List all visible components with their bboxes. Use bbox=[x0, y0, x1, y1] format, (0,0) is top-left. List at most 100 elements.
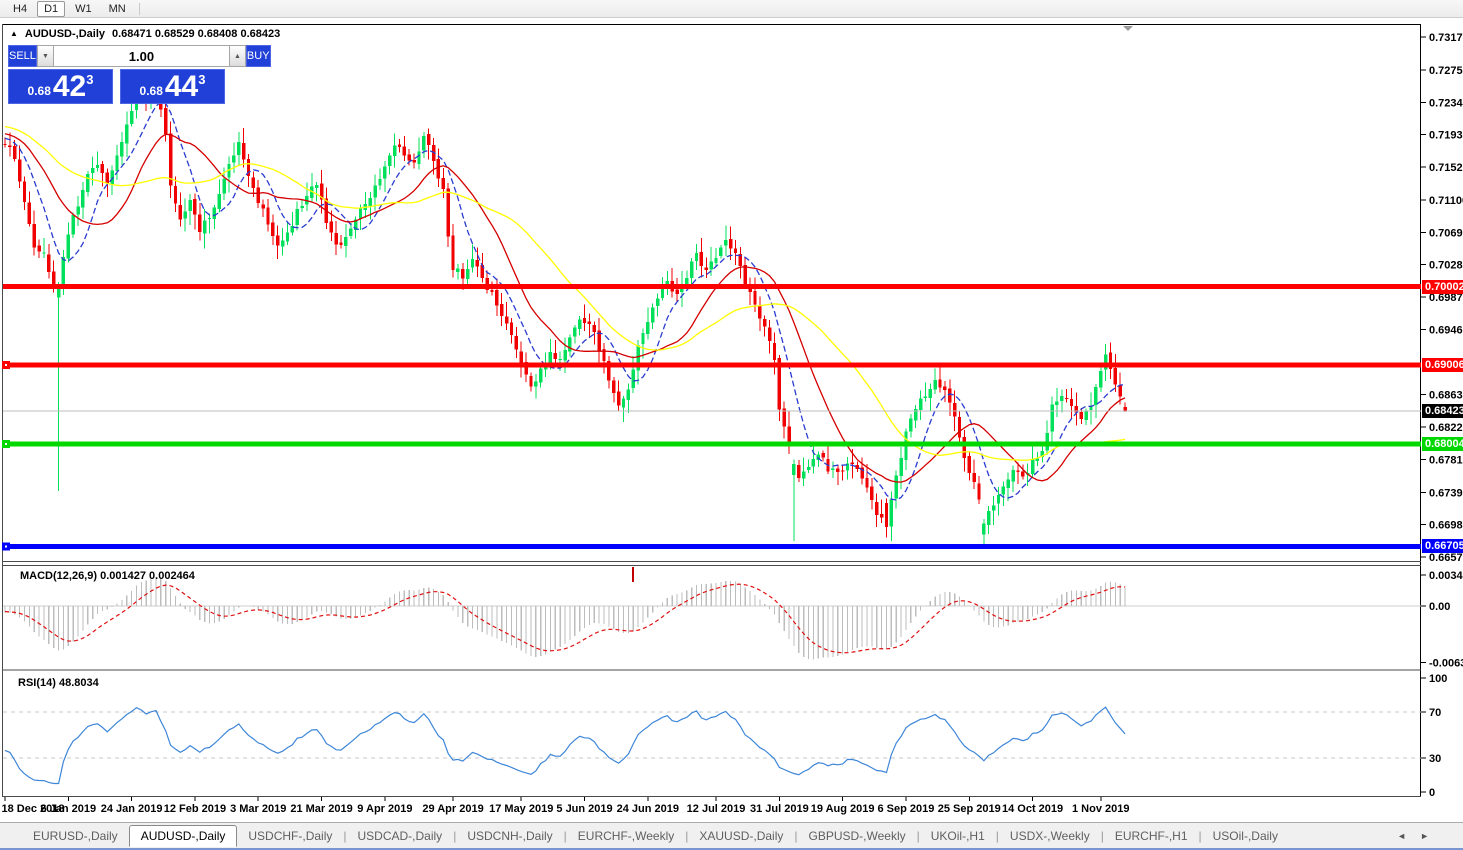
timeframe-button-mn[interactable]: MN bbox=[108, 2, 126, 15]
candle-body bbox=[987, 511, 991, 526]
candle-body bbox=[1094, 386, 1098, 406]
candlesticks bbox=[3, 80, 1127, 546]
buy-price-big: 44 bbox=[164, 70, 199, 103]
candle-body bbox=[451, 235, 455, 271]
sell-button[interactable]: SELL bbox=[8, 45, 37, 67]
chart-tab-eurchf-weekly[interactable]: EURCHF-,Weekly bbox=[577, 828, 675, 843]
candle-body bbox=[879, 514, 884, 518]
rsi-name: RSI(14) bbox=[18, 677, 56, 689]
date-axis-label: 9 Apr 2019 bbox=[357, 803, 412, 815]
candle-body bbox=[344, 236, 348, 246]
buy-button[interactable]: BUY bbox=[245, 45, 271, 67]
chart-symbol-title: AUDUSD-,Daily bbox=[24, 28, 105, 40]
candle-body bbox=[831, 468, 835, 470]
chart-tab-audusd-daily[interactable]: AUDUSD-,Daily bbox=[128, 824, 238, 847]
volume-increase-icon[interactable]: ▲ bbox=[228, 45, 246, 67]
chart-tab-usdchf-daily[interactable]: USDCHF-,Daily bbox=[248, 828, 333, 843]
candle-body bbox=[1118, 384, 1122, 397]
candle-body bbox=[490, 290, 494, 292]
candle-body bbox=[173, 185, 178, 204]
chart-tab-ukoil-h1[interactable]: UKOil-,H1 bbox=[930, 828, 985, 843]
level-line-handle-dot bbox=[5, 364, 7, 367]
candle-body bbox=[105, 172, 109, 184]
ma-line-17 bbox=[4, 133, 1126, 483]
candle-body bbox=[314, 185, 319, 189]
candle-body bbox=[81, 190, 85, 208]
candle-body bbox=[918, 398, 923, 410]
buy-price-prefix: 0.68 bbox=[139, 84, 163, 98]
candle-body bbox=[422, 135, 426, 151]
candle-body bbox=[738, 253, 743, 266]
timeframe-toolbar: H4 D1 W1 MN bbox=[0, 0, 1463, 18]
date-axis-label: 25 Sep 2019 bbox=[938, 803, 1001, 815]
volume-decrease-icon[interactable]: ▼ bbox=[36, 45, 54, 67]
candle-body bbox=[977, 483, 981, 500]
candle-body bbox=[811, 459, 816, 467]
chart-tab-usdcnh-daily[interactable]: USDCNH-,Daily bbox=[467, 828, 553, 843]
chart-tab-usdx-weekly[interactable]: USDX-,Weekly bbox=[1009, 828, 1090, 843]
volume-input[interactable] bbox=[53, 45, 229, 67]
chart-tab-eurusd-daily[interactable]: EURUSD-,Daily bbox=[33, 828, 118, 843]
timeframe-button-w1[interactable]: W1 bbox=[75, 2, 92, 15]
tab-scroll-right-icon[interactable]: ► bbox=[1420, 830, 1429, 841]
price-level-badge-0.69006: 0.69006 bbox=[1422, 358, 1463, 373]
chart-tab-xauusd-daily[interactable]: XAUUSD-,Daily bbox=[699, 828, 784, 843]
timeframe-button-d1[interactable]: D1 bbox=[37, 0, 66, 17]
tab-separator: | bbox=[1100, 828, 1104, 843]
candle-body bbox=[120, 141, 124, 157]
candle-body bbox=[733, 248, 738, 253]
candle-body bbox=[227, 163, 231, 178]
candle-body bbox=[938, 379, 942, 388]
collapse-panel-icon[interactable]: ▲ bbox=[10, 29, 18, 38]
chart-frame bbox=[2, 24, 1421, 797]
chart-tab-gbpusd-weekly[interactable]: GBPUSD-,Weekly bbox=[808, 828, 906, 843]
support-resistance-lines bbox=[2, 284, 1421, 551]
candle-body bbox=[967, 456, 971, 473]
timeframe-button-h4[interactable]: H4 bbox=[13, 2, 28, 15]
candle-body bbox=[597, 330, 601, 351]
candle-body bbox=[61, 257, 66, 288]
candle-body bbox=[1001, 486, 1006, 495]
chart-tab-usoil-daily[interactable]: USOil-,Daily bbox=[1212, 828, 1278, 843]
buy-price-box[interactable]: 0.68 44 3 bbox=[120, 69, 225, 104]
candle-body bbox=[801, 471, 806, 479]
candle-body bbox=[280, 240, 285, 247]
candle-body bbox=[42, 252, 46, 254]
tab-separator: | bbox=[995, 828, 999, 843]
candle-body bbox=[948, 388, 952, 403]
candle-body bbox=[271, 222, 275, 237]
candle-body bbox=[884, 503, 889, 527]
candle-body bbox=[217, 194, 221, 210]
chart-tab-usdcad-daily[interactable]: USDCAD-,Daily bbox=[357, 828, 443, 843]
candle-body bbox=[1079, 412, 1083, 420]
candle-body bbox=[52, 271, 56, 287]
chart-tabs-bar: EURUSD-,Daily AUDUSD-,Daily USDCHF-,Daily |… bbox=[0, 822, 1463, 848]
candle-body bbox=[8, 145, 12, 147]
candle-body bbox=[207, 218, 212, 220]
candle-body bbox=[621, 398, 626, 408]
price-shift-triangle-icon[interactable] bbox=[1123, 26, 1133, 31]
candle-body bbox=[417, 151, 421, 164]
sell-price-box[interactable]: 0.68 42 3 bbox=[8, 69, 113, 104]
candle-body bbox=[475, 259, 480, 267]
candle-body bbox=[845, 463, 850, 471]
candle-body bbox=[1108, 352, 1113, 369]
candle-body bbox=[582, 317, 587, 323]
chart-tab-eurchf-h1[interactable]: EURCHF-,H1 bbox=[1114, 828, 1188, 843]
date-axis-label: 24 Jun 2019 bbox=[617, 803, 679, 815]
candle-body bbox=[743, 264, 747, 285]
candle-body bbox=[329, 221, 333, 233]
tab-scroll-left-icon[interactable]: ◄ bbox=[1397, 830, 1407, 841]
candle-body bbox=[212, 207, 217, 220]
date-axis-label: 29 Apr 2019 bbox=[422, 803, 483, 815]
candle-body bbox=[524, 361, 528, 375]
